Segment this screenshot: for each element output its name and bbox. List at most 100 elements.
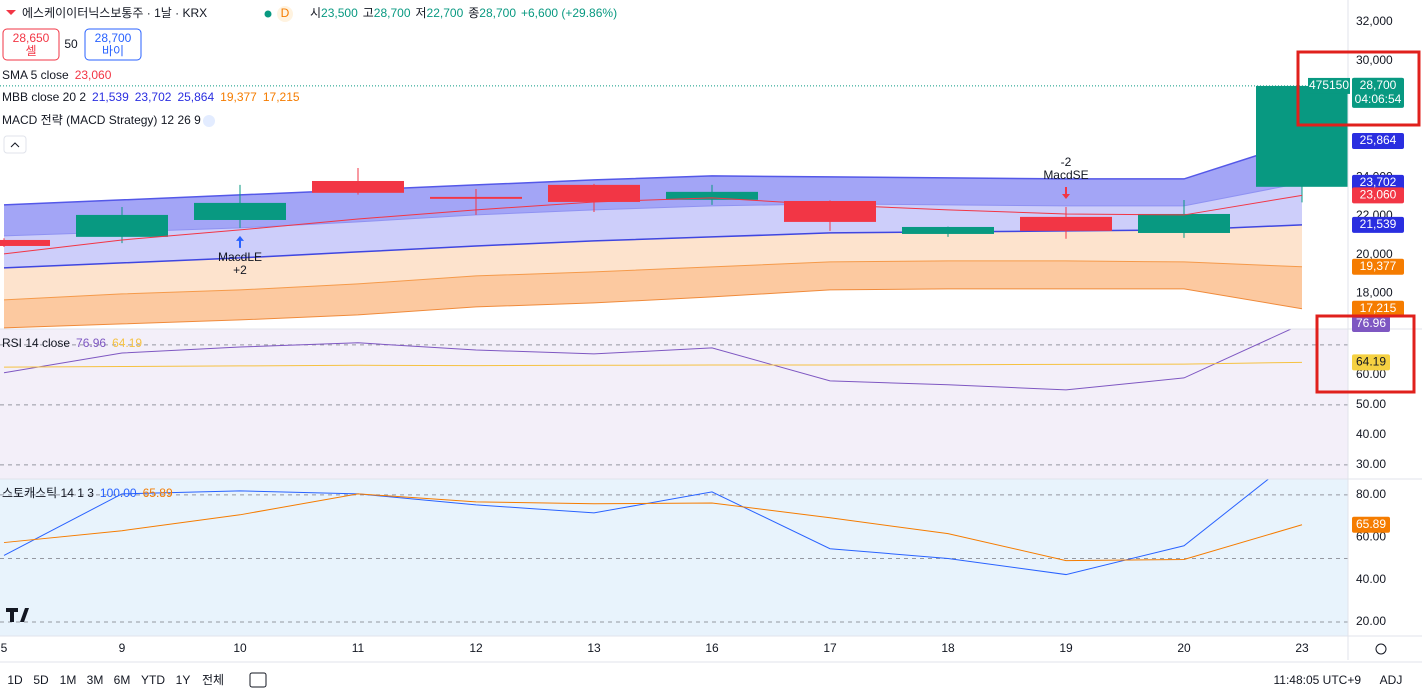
range-button[interactable]: 1M	[60, 673, 77, 687]
sell-button[interactable]	[2, 28, 60, 61]
rsi-background	[0, 329, 1348, 479]
signal-label: MacdLE	[218, 250, 262, 264]
legend-name: 스토캐스틱 14 1 3	[2, 486, 94, 500]
ohlc-label: 종	[468, 6, 479, 20]
indicator-line	[3, 479, 1270, 576]
legend-line: SMA 5 close 23,060	[2, 68, 112, 82]
price-badge	[1352, 300, 1404, 317]
price-badge-label: 23,060	[1360, 188, 1397, 202]
x-tick-label: 18	[941, 641, 955, 655]
x-tick-label: 17	[823, 641, 837, 655]
y-tick-label: 20.00	[1356, 614, 1386, 628]
y-tick-label: 40.00	[1356, 572, 1386, 586]
buy-label: 바이	[102, 44, 124, 58]
legend-name: SMA 5 close	[2, 68, 69, 82]
volume-badge-label: 475150	[1309, 78, 1349, 92]
countdown: 04:06:54	[1355, 92, 1402, 106]
candle-body	[1256, 85, 1348, 187]
candle-body	[194, 202, 286, 220]
x-tick-label: 20	[1177, 641, 1191, 655]
indicator-line	[3, 493, 1303, 562]
range-button[interactable]: 전체	[202, 673, 224, 687]
settings-icon[interactable]	[1375, 643, 1387, 655]
buy-button[interactable]	[84, 28, 142, 61]
ohlc-label: 저	[416, 6, 427, 20]
x-tick-label: 12	[469, 641, 483, 655]
y-tick-label: 60.00	[1356, 367, 1386, 381]
adj-button[interactable]: ADJ	[1380, 673, 1403, 687]
indicator-line	[3, 182, 1303, 237]
candle-body	[902, 226, 994, 234]
x-tick-label: 5	[1, 641, 8, 655]
price-badge	[1352, 258, 1404, 275]
candle-body	[666, 191, 758, 200]
price-badge-label: 19,377	[1360, 259, 1397, 273]
y-tick-label: 30.00	[1356, 457, 1386, 471]
x-tick-label: 10	[233, 641, 247, 655]
ohlc-label: 고	[363, 6, 374, 20]
legend-value: 19,377	[220, 90, 257, 104]
band-fill	[4, 140, 1302, 236]
logo	[6, 608, 29, 622]
flag: D	[281, 6, 290, 20]
legend-value: 76.96	[76, 336, 106, 350]
legend-value: 100.00	[100, 486, 137, 500]
quantity: 50	[64, 37, 78, 51]
range-button[interactable]: 3M	[87, 673, 104, 687]
x-tick-label: 23	[1295, 641, 1309, 655]
y-tick-label: 40.00	[1356, 427, 1386, 441]
change: +6,600 (+29.86%)	[521, 6, 617, 20]
signal-arrow	[236, 235, 244, 248]
price-badge-label: 64.19	[1356, 355, 1386, 369]
legend-name: MBB close 20 2	[2, 90, 86, 104]
signal-label: MacdSE	[1043, 168, 1088, 182]
legend-value: 64.19	[112, 336, 142, 350]
price-badge	[1352, 316, 1390, 333]
indicator-line	[3, 194, 1303, 255]
volume-badge	[1308, 77, 1350, 94]
candle-body	[784, 200, 876, 222]
ohlc-value: 22,700	[427, 6, 464, 20]
status-dot	[264, 10, 272, 18]
range-button[interactable]: 6M	[114, 673, 131, 687]
ohlc-label: 시	[310, 6, 321, 20]
x-tick-label: 9	[119, 641, 126, 655]
y-tick-label: 32,000	[1356, 14, 1393, 28]
signal-label: +2	[233, 263, 247, 277]
legend-line: RSI 14 close 76.96 64.19	[2, 336, 142, 350]
legend-value: 17,215	[263, 90, 300, 104]
legend-line: 스토캐스틱 14 1 3 100.00 65.89	[2, 486, 173, 500]
band-fill	[4, 224, 1302, 300]
indicator-line	[3, 260, 1303, 301]
symbol-title: 에스케이이터닉스보통주 · 1날 · KRX	[22, 6, 207, 20]
ohlc-value: 28,700	[479, 6, 516, 20]
candle-body	[1020, 216, 1112, 231]
range-button[interactable]: YTD	[141, 673, 165, 687]
x-tick-label: 19	[1059, 641, 1073, 655]
price-badge-label: 28,700	[1360, 78, 1397, 92]
candle-body	[76, 214, 168, 237]
price-badge	[1352, 174, 1404, 191]
date-range-icon[interactable]	[249, 672, 267, 688]
price-badge	[1352, 187, 1404, 204]
legend-line: MBB close 20 2 21,539 23,702 25,864 19,377 17…	[2, 90, 300, 104]
range-button[interactable]: 1Y	[176, 673, 191, 687]
band-fill	[4, 260, 1302, 328]
indicator-line	[3, 288, 1303, 329]
sell-label: 셀	[25, 44, 36, 58]
signal-arrow	[1062, 186, 1070, 199]
y-tick-label: 20,000	[1356, 247, 1393, 261]
band-fill	[4, 182, 1302, 268]
indicator-line	[3, 329, 1293, 391]
range-button[interactable]: 1D	[7, 673, 23, 687]
y-tick-label: 60.00	[1356, 529, 1386, 543]
legend-value: 65.89	[143, 486, 173, 500]
collapse-button[interactable]	[3, 135, 27, 154]
legend-icon[interactable]	[203, 115, 215, 127]
highlight-box	[1296, 50, 1421, 127]
collapse-icon	[10, 142, 20, 148]
range-button[interactable]: 5D	[33, 673, 49, 687]
y-tick-label: 18,000	[1356, 286, 1393, 300]
candle-body	[312, 180, 404, 193]
clock: 11:48:05 UTC+9	[1274, 673, 1362, 687]
